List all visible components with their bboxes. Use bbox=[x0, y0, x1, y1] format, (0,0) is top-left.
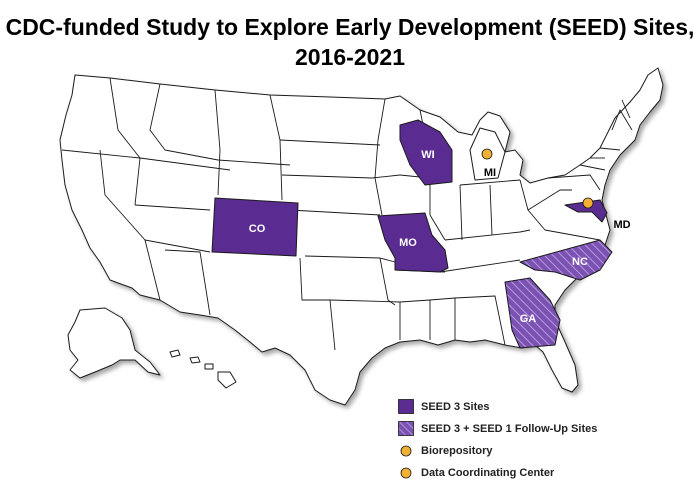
legend-label-followup: SEED 3 + SEED 1 Follow-Up Sites bbox=[421, 422, 598, 435]
map-title: CDC-funded Study to Explore Early Develo… bbox=[0, 12, 700, 72]
data-coordinating-center-dot bbox=[582, 197, 594, 209]
label-co: CO bbox=[249, 223, 266, 235]
label-mi: MI bbox=[484, 167, 496, 179]
label-ga: GA bbox=[520, 313, 537, 325]
us-outline bbox=[59, 67, 664, 406]
biorepository-dot bbox=[481, 148, 493, 160]
state-co bbox=[211, 197, 299, 257]
map-title-line-1: CDC-funded Study to Explore Early Develo… bbox=[5, 14, 695, 40]
hawaii bbox=[169, 349, 237, 389]
state-md bbox=[564, 199, 608, 223]
legend-label-data-center: Data Coordinating Center bbox=[421, 466, 555, 479]
legend-item-seed3: SEED 3 Sites bbox=[398, 397, 597, 416]
legend-item-followup: SEED 3 + SEED 1 Follow-Up Sites bbox=[398, 419, 597, 438]
followup-swatch bbox=[398, 421, 414, 436]
label-md: MD bbox=[613, 219, 630, 231]
legend-label-seed3: SEED 3 Sites bbox=[421, 400, 490, 413]
legend: SEED 3 Sites SEED 3 + SEED 1 Follow-Up S… bbox=[398, 397, 597, 485]
legend-label-biorepository: Biorepository bbox=[421, 444, 493, 457]
biorepository-icon bbox=[398, 443, 414, 458]
state-mo bbox=[377, 212, 449, 273]
alaska bbox=[67, 307, 161, 379]
state-nc bbox=[519, 239, 613, 281]
state-wi bbox=[399, 119, 453, 186]
seed3-swatch bbox=[398, 399, 414, 414]
data-center-icon bbox=[398, 465, 414, 480]
label-nc: NC bbox=[572, 256, 588, 268]
legend-item-data-center: Data Coordinating Center bbox=[398, 463, 597, 482]
map-title-line-2: 2016-2021 bbox=[295, 44, 405, 70]
label-mo: MO bbox=[399, 237, 417, 249]
legend-item-biorepository: Biorepository bbox=[398, 441, 597, 460]
state-ga bbox=[504, 277, 561, 349]
label-wi: WI bbox=[421, 149, 434, 161]
